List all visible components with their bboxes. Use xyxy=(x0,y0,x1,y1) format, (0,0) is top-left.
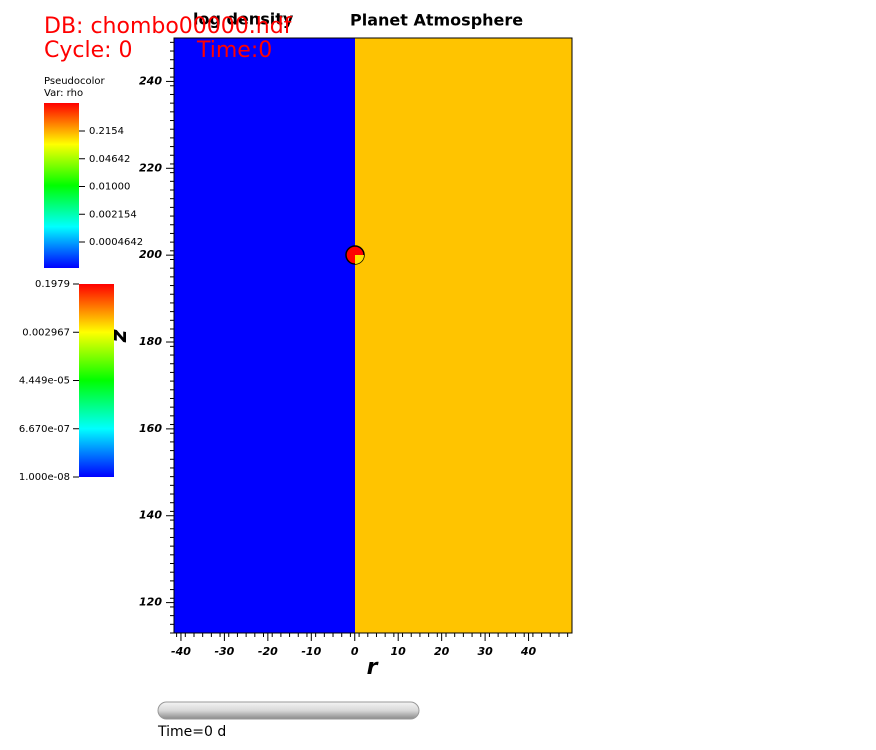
colorbar-label: 0.002967 xyxy=(22,327,70,338)
slider-label: Time=0 d xyxy=(157,724,226,740)
legend-variable: Var: rho xyxy=(44,88,83,99)
colorbar-label: 4.449e-05 xyxy=(19,376,70,387)
y-tick-label: 180 xyxy=(139,335,162,348)
time-label: Time:0 xyxy=(196,38,272,63)
legend-type: Pseudocolor xyxy=(44,76,106,87)
colorbar-label: 0.002154 xyxy=(89,209,137,220)
cycle-label: Cycle: 0 xyxy=(44,38,133,63)
planet-quadrant xyxy=(355,255,364,264)
plot-title: log density xyxy=(193,10,294,29)
y-tick-label: 120 xyxy=(139,596,162,609)
high-density-region xyxy=(355,38,572,633)
low-density-region xyxy=(174,38,355,633)
x-tick-label: 20 xyxy=(434,645,450,658)
time-slider[interactable] xyxy=(157,701,420,720)
y-tick-label: 220 xyxy=(139,161,162,174)
colorbar-label: 0.01000 xyxy=(89,182,130,193)
database-label: DB: chombo00000.hdf xyxy=(44,14,293,39)
y-tick-label: 140 xyxy=(139,509,162,522)
x-tick-label: 30 xyxy=(477,645,493,658)
colorbar xyxy=(44,103,79,268)
x-tick-label: -30 xyxy=(214,645,234,658)
y-axis-label: z xyxy=(108,329,133,343)
y-tick-label: 160 xyxy=(139,422,162,435)
x-tick-label: 0 xyxy=(351,645,359,658)
x-tick-label: 10 xyxy=(391,645,407,658)
colorbar-label: 1.000e-08 xyxy=(19,472,70,483)
y-tick-label: 240 xyxy=(139,74,162,87)
colorbar-label: 0.0004642 xyxy=(89,237,143,248)
x-tick-label: 40 xyxy=(520,645,537,658)
colorbar xyxy=(79,284,114,477)
x-tick-label: -20 xyxy=(258,645,278,658)
y-tick-label: 200 xyxy=(139,248,162,261)
x-tick-label: -40 xyxy=(171,645,191,658)
plot-title: Planet Atmosphere xyxy=(350,11,523,30)
x-axis-label: r xyxy=(367,655,379,680)
plot-area xyxy=(173,37,573,634)
colorbar-label: 6.670e-07 xyxy=(19,424,70,435)
colorbar-label: 0.2154 xyxy=(89,126,124,137)
x-tick-label: -10 xyxy=(301,645,321,658)
colorbar-label: 0.1979 xyxy=(35,279,70,290)
colorbar-label: 0.04642 xyxy=(89,154,130,165)
plot-frame xyxy=(173,37,573,634)
